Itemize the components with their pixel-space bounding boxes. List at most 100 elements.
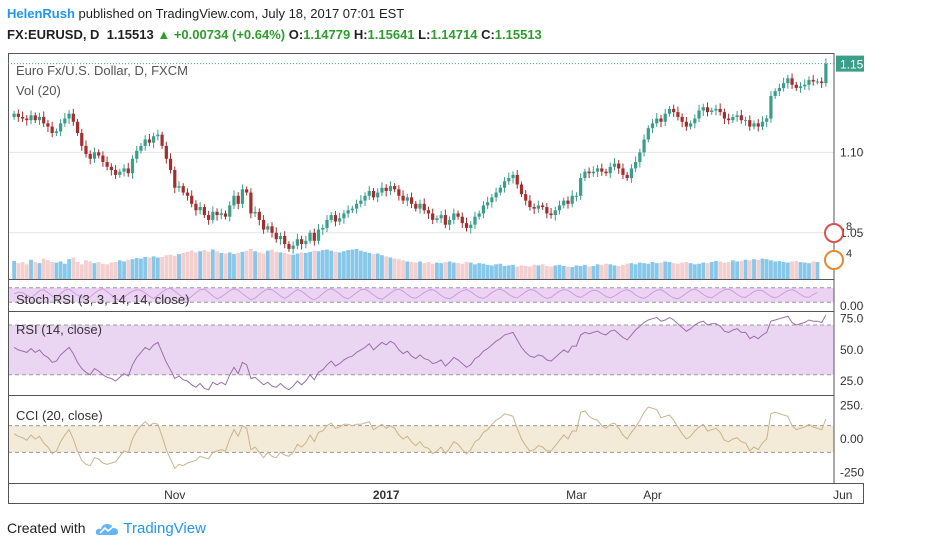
candle-body [215, 211, 219, 216]
candle-body [650, 123, 655, 129]
candle-body [490, 197, 494, 203]
price-change: +0.00734 (+0.64%) [173, 27, 286, 42]
candle-body [735, 115, 739, 117]
volume-bar [629, 263, 634, 279]
volume-bar [337, 252, 342, 279]
candle-body [617, 163, 621, 169]
candle-body [206, 215, 211, 220]
candle-body [684, 121, 688, 127]
volume-bar [54, 262, 59, 279]
volume-bar [587, 266, 592, 279]
candle-body [452, 213, 456, 220]
candle-body [249, 192, 253, 214]
volume-bar [405, 261, 410, 279]
volume-bar [350, 249, 355, 279]
volume-bar [739, 260, 744, 279]
volume-bar [730, 260, 735, 279]
volume-bar [401, 260, 405, 279]
candle-body [663, 113, 667, 122]
volume-bar [616, 265, 621, 279]
candle-body [105, 161, 109, 167]
candle-body [443, 215, 447, 225]
candle-body [536, 205, 540, 209]
candle-body [752, 123, 756, 127]
quote-line: FX:EURUSD, D 1.15513 ▲ +0.00734 (+0.64%)… [7, 27, 542, 42]
author-link[interactable]: HelenRush [7, 6, 75, 21]
tradingview-cloud-icon [96, 524, 119, 536]
candle-body [524, 194, 528, 201]
candle-body [600, 168, 604, 172]
candle-body [80, 133, 84, 146]
volume-bar [198, 251, 203, 279]
time-tick-label: Nov [164, 488, 185, 502]
volume-bar [637, 262, 642, 279]
candle-body [37, 116, 42, 121]
volume-bar [456, 263, 460, 279]
candle-body [621, 168, 625, 175]
volume-bar [506, 265, 511, 279]
candle-body [414, 203, 418, 209]
candle-body [308, 232, 312, 241]
volume-bar [164, 255, 169, 279]
candle-body [177, 186, 181, 188]
volume-bar [633, 264, 638, 279]
tradingview-brand[interactable]: TradingView [123, 520, 206, 537]
volume-bar [536, 265, 541, 279]
event-badges[interactable]: 8 4 [824, 221, 852, 270]
volume-bar [58, 261, 63, 279]
candle-body [63, 118, 67, 124]
candle-body [42, 116, 46, 124]
candle-body [354, 203, 359, 209]
volume-bar [240, 251, 245, 279]
candle-body [731, 116, 735, 121]
candle-body [342, 213, 346, 219]
candle-body [743, 120, 748, 122]
candle-body [803, 84, 807, 87]
volume-bar [143, 256, 148, 279]
candle-body [139, 145, 143, 151]
cci-tick-label: 0.0000 [840, 432, 864, 446]
pane-labels: Euro Fx/U.S. Dollar, D, FXCM Vol (20) St… [16, 63, 189, 423]
volume-bar [354, 249, 359, 279]
volume-bar [274, 251, 279, 279]
created-with-text: Created with [7, 520, 86, 536]
candle-body [680, 116, 684, 122]
candle-body [714, 108, 718, 111]
volume-bar [714, 260, 718, 279]
candle-body [156, 134, 160, 137]
candle-body [88, 153, 92, 159]
earnings-badge-icon[interactable] [824, 223, 844, 243]
candle-body [418, 203, 422, 209]
candle-body [511, 174, 515, 179]
candle-body [135, 150, 139, 159]
candle-body [236, 195, 240, 204]
main-pane-title: Euro Fx/U.S. Dollar, D, FXCM [16, 63, 188, 78]
volume-bar [210, 249, 215, 279]
candle-body [388, 186, 393, 191]
volume-bar [798, 262, 803, 279]
candle-body [638, 152, 642, 162]
candle-body [409, 197, 414, 204]
candle-body [807, 79, 811, 85]
candle-body [494, 192, 498, 198]
volume-bar [299, 252, 304, 279]
volume-bar [642, 263, 646, 279]
volume-bar [265, 250, 270, 279]
candle-body [659, 118, 663, 122]
candle-body [164, 145, 168, 159]
volume-bar [62, 263, 67, 279]
volume-bar [67, 259, 71, 279]
flag-badge-icon[interactable] [824, 250, 844, 270]
candle-body [393, 186, 397, 190]
volume-bar [363, 251, 367, 279]
volume-bar [811, 261, 816, 279]
volume-bar [46, 260, 50, 279]
current-price: 1.15513 [106, 27, 154, 42]
candle-body [143, 139, 147, 146]
volume-bar [760, 258, 765, 279]
volume-bar [312, 250, 317, 279]
chart-area[interactable]: 1.155131.100001.050000.000075.000050.000… [8, 53, 864, 504]
volume-bar [20, 262, 25, 279]
volume-bar [511, 264, 515, 279]
candle-body [122, 168, 126, 172]
